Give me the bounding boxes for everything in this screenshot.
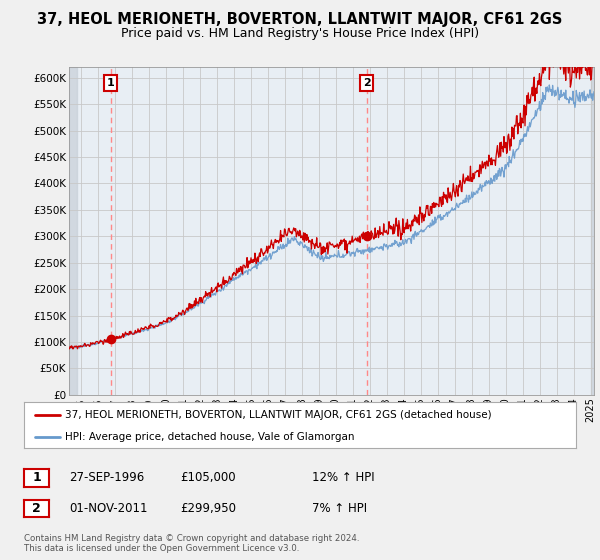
Text: 7% ↑ HPI: 7% ↑ HPI xyxy=(312,502,367,515)
Text: 12% ↑ HPI: 12% ↑ HPI xyxy=(312,471,374,484)
Text: 27-SEP-1996: 27-SEP-1996 xyxy=(69,471,144,484)
Text: Price paid vs. HM Land Registry's House Price Index (HPI): Price paid vs. HM Land Registry's House … xyxy=(121,27,479,40)
Text: 1: 1 xyxy=(32,471,41,484)
Text: HPI: Average price, detached house, Vale of Glamorgan: HPI: Average price, detached house, Vale… xyxy=(65,432,355,441)
Text: 2: 2 xyxy=(363,78,371,88)
Text: Contains HM Land Registry data © Crown copyright and database right 2024.
This d: Contains HM Land Registry data © Crown c… xyxy=(24,534,359,553)
Text: 01-NOV-2011: 01-NOV-2011 xyxy=(69,502,148,515)
Text: 37, HEOL MERIONETH, BOVERTON, LLANTWIT MAJOR, CF61 2GS: 37, HEOL MERIONETH, BOVERTON, LLANTWIT M… xyxy=(37,12,563,27)
Text: £105,000: £105,000 xyxy=(180,471,236,484)
Text: £299,950: £299,950 xyxy=(180,502,236,515)
Text: 2: 2 xyxy=(32,502,41,515)
Text: 1: 1 xyxy=(107,78,115,88)
Text: 37, HEOL MERIONETH, BOVERTON, LLANTWIT MAJOR, CF61 2GS (detached house): 37, HEOL MERIONETH, BOVERTON, LLANTWIT M… xyxy=(65,410,492,420)
Bar xyxy=(590,67,594,395)
Bar xyxy=(69,67,77,395)
